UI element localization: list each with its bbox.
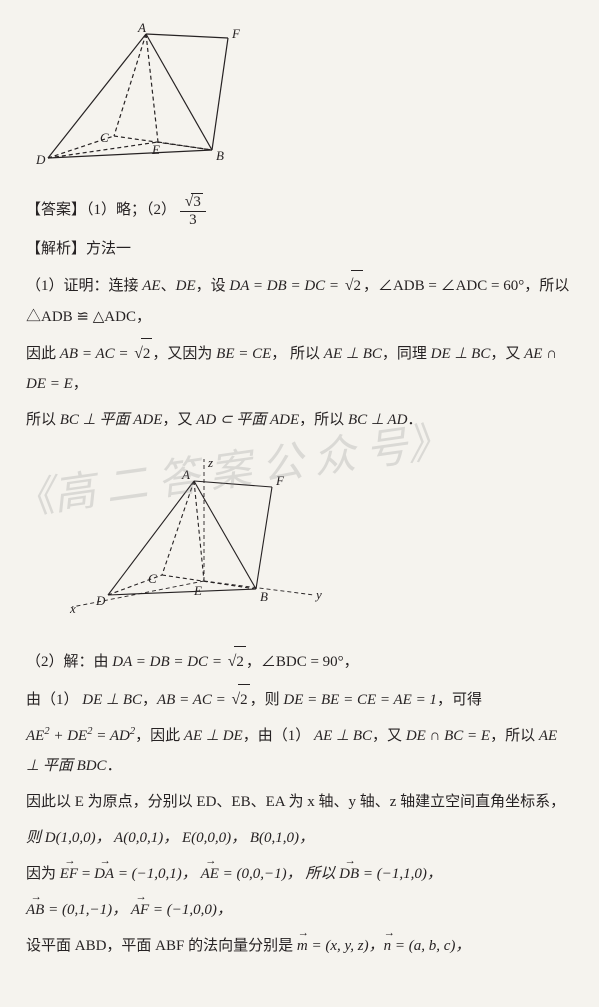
proof-1-line-3: 所以 BC ⊥ 平面 ADE，又 AD ⊂ 平面 ADE，所以 BC ⊥ AD．	[26, 405, 573, 435]
proof-1-line-1: （1）证明：连接 AE、DE，设 DA = DB = DC = 2，∠ADB =…	[26, 270, 573, 332]
figure-1-svg: A F B D C E	[36, 22, 241, 172]
svg-text:D: D	[36, 152, 46, 167]
svg-text:F: F	[231, 26, 241, 41]
part2-line-1: （2）解：由 DA = DB = DC = 2，∠BDC = 90°，	[26, 646, 573, 678]
svg-text:A: A	[137, 22, 146, 35]
part2-line-5: 则 D(1,0,0)， A(0,0,1)， E(0,0,0)， B(0,1,0)…	[26, 823, 573, 853]
svg-text:B: B	[216, 148, 224, 163]
figure-2-svg: z y x A F B D C E	[66, 455, 326, 625]
svg-text:C: C	[148, 571, 157, 586]
svg-text:A: A	[181, 467, 190, 482]
answer-line: 【答案】（1）略；（2） 3 3	[26, 193, 573, 228]
proof-1-line-2: 因此 AB = AC = 2，又因为 BE = CE， 所以 AE ⊥ BC，同…	[26, 338, 573, 400]
geometry-figure-1: A F B D C E	[36, 22, 573, 183]
method-heading: 【解析】方法一	[26, 234, 573, 264]
part2-line-7: AB = (0,1,−1)， AF = (−1,0,0)，	[26, 895, 573, 925]
answer-prefix: 【答案】（1）略；（2）	[26, 202, 176, 218]
svg-text:E: E	[151, 142, 160, 157]
svg-text:C: C	[100, 130, 109, 145]
part2-line-8: 设平面 ABD，平面 ABF 的法向量分别是 m = (x, y, z)，n =…	[26, 931, 573, 961]
eq-pythag: AE2 + DE2 = AD2	[26, 728, 135, 744]
answer-fraction: 3 3	[180, 193, 206, 228]
svg-text:D: D	[95, 593, 106, 608]
svg-text:B: B	[260, 589, 268, 604]
geometry-figure-2: z y x A F B D C E	[66, 455, 573, 636]
svg-text:F: F	[275, 473, 285, 488]
part2-line-3: AE2 + DE2 = AD2，因此 AE ⊥ DE，由（1） AE ⊥ BC，…	[26, 721, 573, 781]
svg-text:E: E	[193, 583, 202, 598]
svg-text:x: x	[69, 601, 76, 616]
svg-text:z: z	[207, 455, 213, 470]
part2-line-2: 由（1） DE ⊥ BC，AB = AC = 2，则 DE = BE = CE …	[26, 684, 573, 716]
svg-text:y: y	[314, 587, 322, 602]
part2-line-6: 因为 EF = DA = (−1,0,1)， AE = (0,0,−1)， 所以…	[26, 859, 573, 889]
part2-line-4: 因此以 E 为原点，分别以 ED、EB、EA 为 x 轴、y 轴、z 轴建立空间…	[26, 787, 573, 817]
